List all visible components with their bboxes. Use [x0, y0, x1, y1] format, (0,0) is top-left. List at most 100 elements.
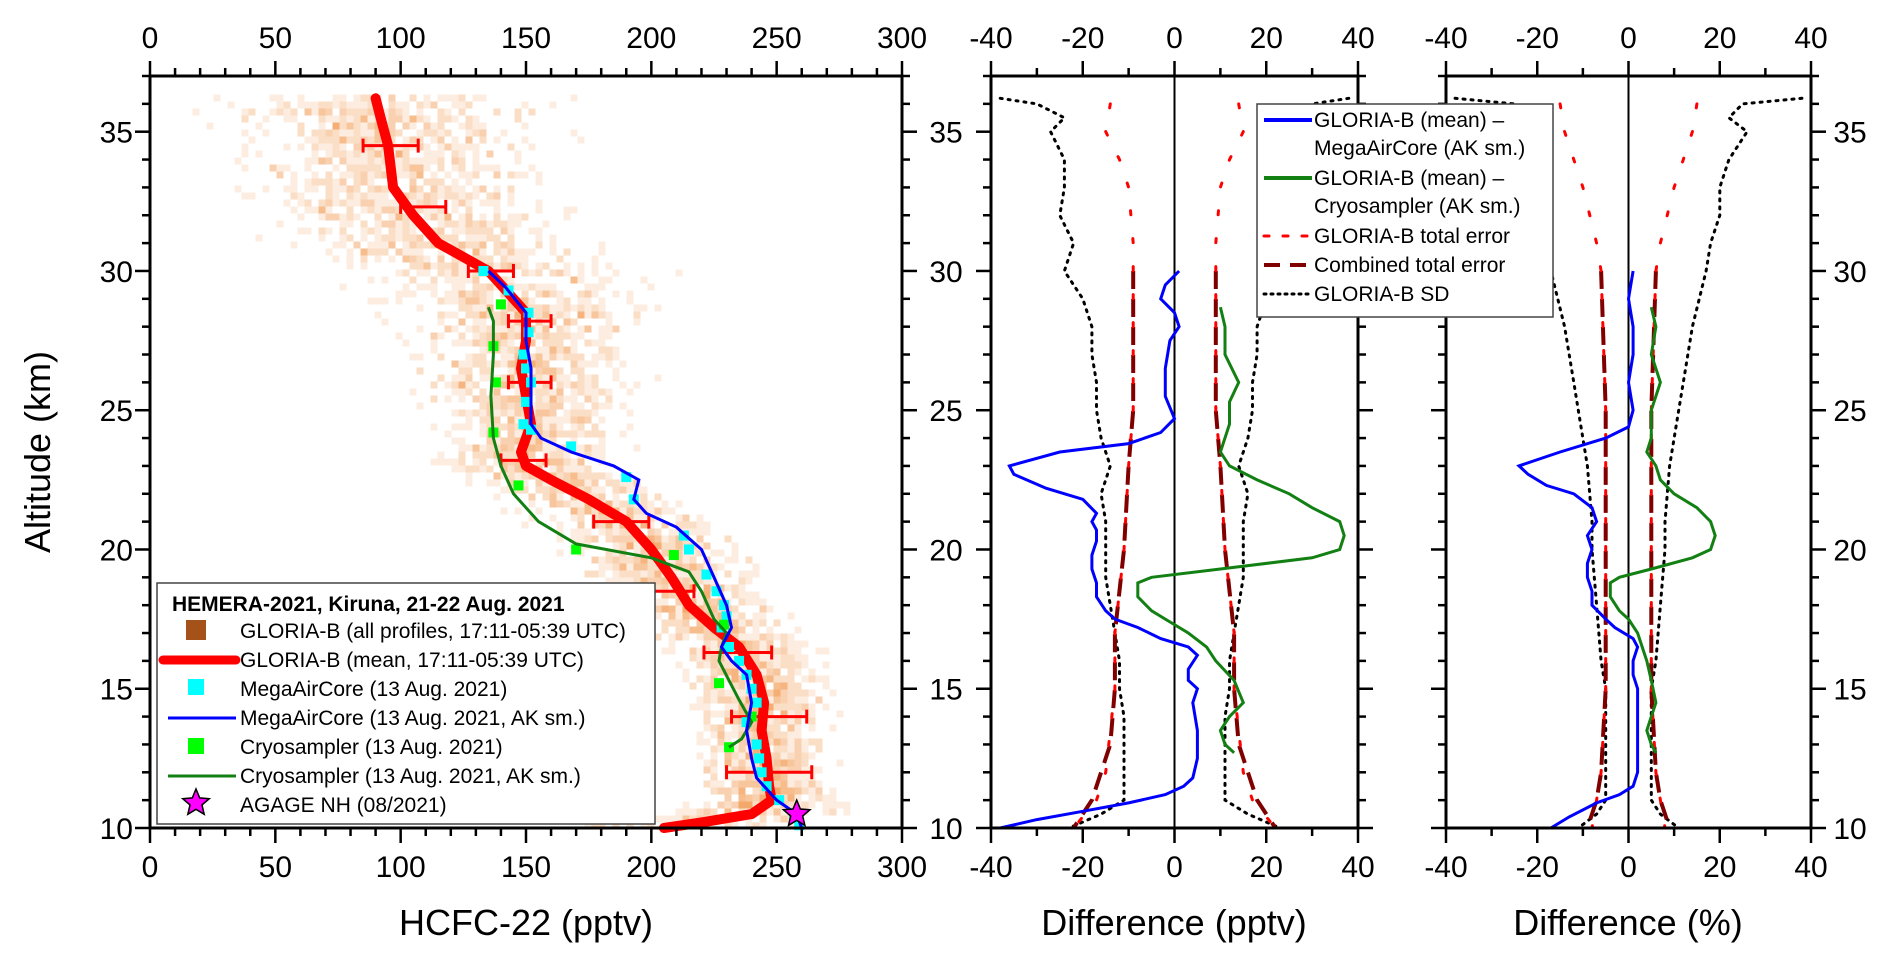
scatter-point [374, 311, 382, 319]
scatter-point [472, 395, 480, 403]
scatter-point [640, 500, 648, 508]
scatter-point [815, 738, 823, 746]
scatter-point [724, 668, 732, 676]
scatter-point [612, 542, 620, 550]
scatter-point [451, 157, 459, 165]
x-tick-label-bottom: 0 [1166, 851, 1183, 884]
scatter-point [304, 157, 312, 165]
scatter-point [710, 682, 718, 690]
scatter-point [472, 157, 480, 165]
scatter-point [759, 633, 767, 641]
scatter-point [479, 311, 487, 319]
scatter-point [451, 241, 459, 249]
scatter-point [423, 213, 431, 221]
scatter-point [591, 507, 599, 515]
scatter-point [745, 801, 753, 809]
scatter-point [703, 626, 711, 634]
scatter-point [367, 122, 375, 130]
scatter-point [773, 619, 781, 627]
scatter-point [738, 801, 746, 809]
scatter-point [773, 682, 781, 690]
scatter-point [507, 472, 515, 480]
scatter-point [605, 479, 613, 487]
scatter-point [745, 780, 753, 788]
scatter-point [794, 654, 802, 662]
scatter-point [815, 794, 823, 802]
scatter-point [297, 143, 305, 151]
scatter-point [766, 647, 774, 655]
scatter-point [773, 731, 781, 739]
scatter-point [430, 339, 438, 347]
scatter-point [493, 437, 501, 445]
scatter-point [514, 283, 522, 291]
scatter-point [437, 374, 445, 382]
scatter-point [703, 584, 711, 592]
scatter-point [815, 766, 823, 774]
scatter-point [535, 416, 543, 424]
scatter-point [416, 157, 424, 165]
scatter-point [724, 759, 732, 767]
scatter-point [801, 661, 809, 669]
scatter-point [367, 122, 375, 130]
scatter-point [514, 430, 522, 438]
scatter-point [318, 234, 326, 242]
x-tick-label-top: 0 [1620, 22, 1637, 55]
scatter-point [745, 773, 753, 781]
megaaircore-point [621, 472, 632, 483]
scatter-point [409, 241, 417, 249]
scatter-point [514, 423, 522, 431]
scatter-point [703, 647, 711, 655]
scatter-point [682, 801, 690, 809]
megaaircore-point [724, 641, 735, 652]
scatter-point [773, 619, 781, 627]
scatter-point [388, 241, 396, 249]
scatter-point [430, 101, 438, 109]
scatter-point [570, 276, 578, 284]
scatter-point [661, 626, 669, 634]
scatter-point [458, 283, 466, 291]
diff-cryosampler-line [1608, 306, 1717, 754]
scatter-point [801, 703, 809, 711]
scatter-point [794, 710, 802, 718]
scatter-point [458, 143, 466, 151]
scatter-point [479, 402, 487, 410]
scatter-point [640, 521, 648, 529]
scatter-point [654, 584, 662, 592]
scatter-point [423, 199, 431, 207]
scatter-point [759, 794, 767, 802]
scatter-point [458, 297, 466, 305]
scatter-point [500, 458, 508, 466]
scatter-point [577, 353, 585, 361]
scatter-point [710, 668, 718, 676]
scatter-point [591, 430, 599, 438]
scatter-point [479, 220, 487, 228]
scatter-point [458, 290, 466, 298]
scatter-point [465, 353, 473, 361]
scatter-point [437, 318, 445, 326]
scatter-point [738, 570, 746, 578]
scatter-point [507, 479, 515, 487]
scatter-point [731, 766, 739, 774]
scatter-point [493, 234, 501, 242]
scatter-point [794, 689, 802, 697]
scatter-point [535, 444, 543, 452]
scatter-point [731, 752, 739, 760]
scatter-point [458, 241, 466, 249]
scatter-point [780, 717, 788, 725]
scatter-point [416, 192, 424, 200]
scatter-point [514, 220, 522, 228]
scatter-point [717, 710, 725, 718]
scatter-point [374, 150, 382, 158]
scatter-point [507, 304, 515, 312]
scatter-point [542, 290, 550, 298]
scatter-point [661, 605, 669, 613]
scatter-point [437, 185, 445, 193]
scatter-point [388, 220, 396, 228]
scatter-point [780, 780, 788, 788]
scatter-point [787, 822, 795, 830]
scatter-point [409, 171, 417, 179]
scatter-point [388, 206, 396, 214]
scatter-point [703, 563, 711, 571]
scatter-point [500, 227, 508, 235]
scatter-point [458, 339, 466, 347]
